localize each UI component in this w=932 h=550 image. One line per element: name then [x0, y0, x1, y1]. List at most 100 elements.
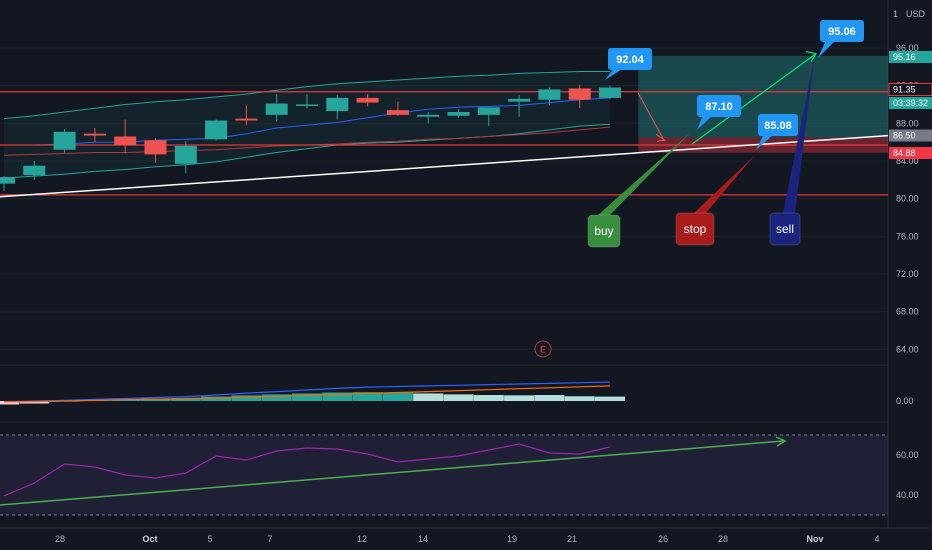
time-tick: 26 — [658, 534, 668, 544]
candle-body — [53, 131, 76, 150]
macd-bar — [19, 401, 50, 404]
time-tick: 21 — [567, 534, 577, 544]
price-tick: 96.00 — [896, 43, 919, 53]
macd-bar — [201, 396, 232, 401]
callout-text: 95.06 — [828, 26, 856, 38]
candle-body — [0, 177, 15, 184]
rsi-trendline-arrow — [775, 436, 787, 447]
macd-bar — [564, 396, 595, 401]
candle-body — [296, 104, 318, 106]
price-tag-text: 91.35 — [893, 85, 916, 95]
candle-body — [508, 98, 531, 102]
bollinger-upper — [3, 71, 610, 120]
candle-body — [538, 89, 561, 100]
callout-text: 87.10 — [705, 101, 733, 113]
price-tick: 88.00 — [896, 118, 919, 128]
callout-box — [758, 114, 798, 136]
macd-bar — [292, 393, 322, 401]
price-tag-box — [889, 129, 932, 142]
callout-text: 85.08 — [764, 120, 792, 132]
candle-body — [326, 97, 349, 112]
signal-text: buy — [594, 224, 613, 238]
signal-buy: buy — [587, 133, 690, 248]
target-arrow-line — [691, 53, 817, 145]
top-tick: 1 — [893, 9, 898, 19]
down-arrow-head — [655, 133, 667, 142]
price-tag-text: 95.16 — [893, 52, 916, 62]
rsi-trendline — [0, 440, 784, 506]
callout-pointer — [756, 134, 774, 150]
candle-body — [23, 165, 46, 176]
rsi-band — [0, 435, 888, 515]
time-tick: 19 — [507, 534, 517, 544]
signal-box — [769, 212, 801, 246]
macd-line — [3, 381, 611, 403]
callout-box — [697, 95, 741, 117]
price-tick: 76.00 — [896, 231, 919, 241]
macd-bar — [595, 396, 625, 401]
signal-leader — [598, 133, 690, 215]
time-tick: 28 — [55, 534, 65, 544]
rsi-pane — [0, 434, 888, 516]
signal-text: stop — [684, 222, 707, 236]
currency-label: USD — [906, 9, 926, 19]
macd-bar — [382, 392, 413, 401]
price-tag: 91.35 — [888, 83, 932, 96]
callout-pointer — [818, 40, 836, 58]
callout-box — [608, 48, 652, 70]
price-tick: 80.00 — [896, 194, 919, 204]
time-tick: Nov — [806, 534, 823, 544]
price-callout: 95.06 — [818, 20, 864, 58]
rsi-tick: 40.00 — [896, 490, 919, 500]
time-tick: 28 — [718, 534, 728, 544]
macd-bar — [504, 395, 535, 401]
price-tick: 84.00 — [896, 156, 919, 166]
callout-box — [820, 20, 864, 42]
candle-body — [83, 133, 106, 136]
callout-text: 92.04 — [616, 54, 644, 66]
earnings-marker: E — [534, 340, 552, 358]
grid — [0, 0, 932, 529]
macd-bar — [0, 401, 19, 405]
macd-tick: 0.00 — [896, 396, 914, 406]
bollinger-lower — [3, 123, 611, 179]
price-tag-text: 03:39:32 — [893, 98, 928, 108]
signal-stop: stop — [675, 156, 754, 246]
earnings-circle — [534, 340, 552, 358]
candle-body — [265, 103, 288, 115]
signal-leader — [783, 60, 814, 213]
candle-body — [599, 87, 621, 98]
candle-body — [174, 145, 197, 164]
candle-body — [144, 140, 167, 155]
signal-text: sell — [776, 222, 794, 236]
signal-sell: sell — [769, 60, 814, 246]
annotations: 92.04 87.10 85.08 95.06 buy stop sell — [587, 20, 864, 248]
price-tick: 72.00 — [896, 269, 919, 279]
callout-pointer — [697, 115, 713, 130]
time-tick: 5 — [207, 534, 212, 544]
time-tick: 14 — [418, 534, 428, 544]
rsi-tick: 60.00 — [896, 450, 919, 460]
candle-body — [386, 110, 409, 115]
candle-body — [114, 136, 137, 145]
macd-bar — [170, 398, 201, 401]
price-tag: 86.50 — [889, 129, 932, 142]
macd-bar — [322, 392, 353, 401]
time-tick: 4 — [874, 534, 879, 544]
time-axis: 28 Oct 5 7 12 14 19 21 26 28 Nov 4 — [55, 534, 880, 544]
macd-bar — [352, 392, 383, 401]
signal-leader — [694, 156, 754, 213]
candle-body — [417, 114, 440, 117]
macd-pane — [0, 381, 625, 405]
macd-bar — [473, 395, 504, 401]
macd-bar — [140, 398, 171, 401]
signal-line — [3, 385, 611, 403]
callout-pointer — [605, 68, 624, 80]
macd-bar — [231, 395, 262, 401]
candle-body — [568, 88, 591, 100]
price-tag-box — [888, 83, 932, 96]
support-trendline — [0, 134, 889, 198]
bollinger-basis — [4, 97, 611, 146]
time-tick: 7 — [267, 534, 272, 544]
